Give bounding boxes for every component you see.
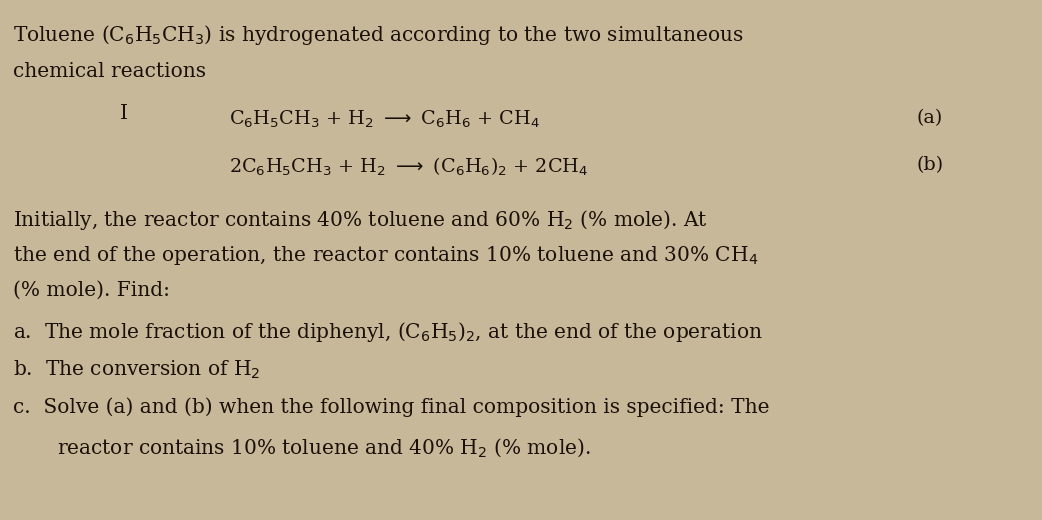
Text: 2C$_6$H$_5$CH$_3$ + H$_2$ $\longrightarrow$ (C$_6$H$_6$)$_2$ + 2CH$_4$: 2C$_6$H$_5$CH$_3$ + H$_2$ $\longrightarr… [229,156,589,178]
Text: a.  The mole fraction of the diphenyl, (C$_6$H$_5$)$_2$, at the end of the opera: a. The mole fraction of the diphenyl, (C… [13,320,762,344]
Text: (a): (a) [917,109,943,127]
Text: Toluene (C$_6$H$_5$CH$_3$) is hydrogenated according to the two simultaneous: Toluene (C$_6$H$_5$CH$_3$) is hydrogenat… [13,23,743,47]
Text: (% mole). Find:: (% mole). Find: [13,281,170,300]
Text: the end of the operation, the reactor contains 10% toluene and 30% CH$_4$: the end of the operation, the reactor co… [13,244,758,267]
Text: c.  Solve (a) and (b) when the following final composition is specified: The: c. Solve (a) and (b) when the following … [13,398,769,418]
Text: (b): (b) [917,156,944,174]
Text: reactor contains 10% toluene and 40% H$_2$ (% mole).: reactor contains 10% toluene and 40% H$_… [57,437,591,459]
Text: Initially, the reactor contains 40% toluene and 60% H$_2$ (% mole). At: Initially, the reactor contains 40% tolu… [13,208,708,232]
Text: I: I [120,104,128,123]
Text: b.  The conversion of H$_2$: b. The conversion of H$_2$ [13,359,259,381]
Text: C$_6$H$_5$CH$_3$ + H$_2$ $\longrightarrow$ C$_6$H$_6$ + CH$_4$: C$_6$H$_5$CH$_3$ + H$_2$ $\longrightarro… [229,109,540,131]
Text: chemical reactions: chemical reactions [13,62,205,82]
